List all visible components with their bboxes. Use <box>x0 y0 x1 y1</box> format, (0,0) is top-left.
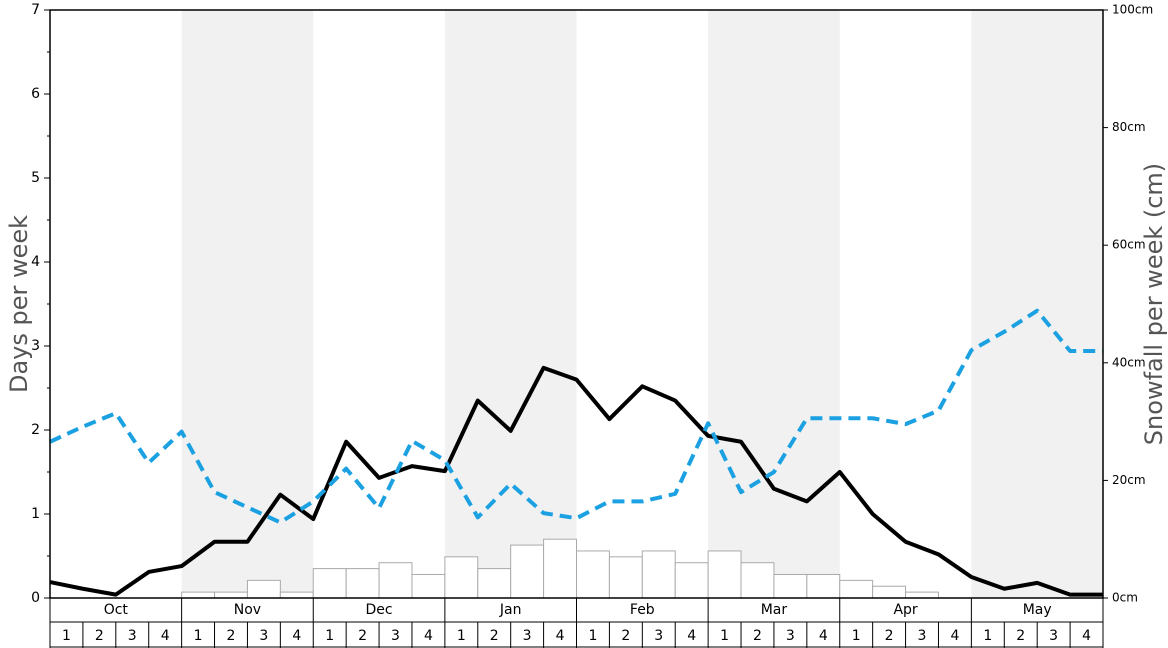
month-label: Dec <box>366 602 393 618</box>
snow-bar <box>345 568 380 599</box>
month-label: Nov <box>234 602 261 618</box>
snow-bar <box>510 544 545 599</box>
week-label: 1 <box>457 628 466 644</box>
month-band <box>444 10 577 598</box>
snow-bar <box>246 579 281 599</box>
y-tick-label: 4 <box>31 254 40 270</box>
week-label: 2 <box>490 628 499 644</box>
snow-bar <box>378 562 413 599</box>
month-label: Oct <box>104 602 129 618</box>
week-label: 4 <box>819 628 828 644</box>
month-label: Apr <box>893 602 917 618</box>
y-tick-label: 5 <box>31 170 40 186</box>
week-label: 4 <box>556 628 565 644</box>
y-tick-label: 0 <box>31 590 40 606</box>
week-label: 2 <box>885 628 894 644</box>
y2-axis-label: Snowfall per week (cm) <box>1140 163 1168 445</box>
week-label: 4 <box>950 628 959 644</box>
snow-bar <box>905 591 939 599</box>
month-label: May <box>1023 602 1052 618</box>
month-band <box>971 10 1103 598</box>
week-label: 3 <box>786 628 795 644</box>
week-label: 2 <box>358 628 367 644</box>
y2-tick-label: 100cm <box>1112 3 1153 17</box>
week-label: 2 <box>95 628 104 644</box>
snow-bar <box>740 562 775 599</box>
snow-bar <box>806 573 841 599</box>
week-label: 2 <box>753 628 762 644</box>
snow-bar <box>872 585 907 599</box>
snow-bar <box>444 556 479 599</box>
week-label: 3 <box>391 628 400 644</box>
week-label: 1 <box>588 628 597 644</box>
week-label: 1 <box>325 628 334 644</box>
week-label: 1 <box>194 628 203 644</box>
week-label: 4 <box>292 628 301 644</box>
month-label: Feb <box>630 602 655 618</box>
week-label: 3 <box>259 628 268 644</box>
snow-bar <box>576 550 610 599</box>
snow-bar <box>707 550 742 599</box>
y2-tick-label: 80cm <box>1112 120 1146 134</box>
snow-bar <box>674 562 709 599</box>
y-tick-label: 7 <box>31 2 40 18</box>
snow-bar <box>543 538 577 599</box>
week-label: 3 <box>523 628 532 644</box>
week-label: 1 <box>852 628 861 644</box>
week-label: 4 <box>1082 628 1091 644</box>
snow-bar <box>477 568 512 599</box>
month-label: Mar <box>761 602 788 618</box>
y-tick-label: 1 <box>31 506 40 522</box>
week-label: 3 <box>918 628 927 644</box>
week-label: 3 <box>654 628 663 644</box>
y2-tick-label: 0cm <box>1112 591 1138 605</box>
snow-bar <box>608 556 643 599</box>
week-label: 2 <box>1016 628 1025 644</box>
week-label: 3 <box>128 628 137 644</box>
week-label: 3 <box>1049 628 1058 644</box>
week-label: 1 <box>62 628 71 644</box>
line-series <box>49 308 1103 525</box>
y-tick-label: 6 <box>31 86 40 102</box>
snow-bar <box>411 573 446 599</box>
snow-bar <box>312 568 347 599</box>
month-band <box>708 10 840 598</box>
month-label: Jan <box>499 602 522 618</box>
week-label: 1 <box>720 628 729 644</box>
y2-tick-label: 20cm <box>1112 473 1146 487</box>
y2-tick-label: 60cm <box>1112 238 1146 252</box>
y-axis-label: Days per week <box>5 215 33 393</box>
month-band <box>181 10 314 598</box>
week-label: 1 <box>983 628 992 644</box>
snow-bar <box>839 579 874 599</box>
snow-bar <box>773 573 808 599</box>
line-series <box>49 365 1103 597</box>
snow-bar <box>181 591 216 599</box>
y-tick-label: 2 <box>31 422 40 438</box>
snow-bar <box>641 550 676 599</box>
week-label: 4 <box>424 628 433 644</box>
y-tick-label: 3 <box>31 338 40 354</box>
snow-bar <box>279 591 314 599</box>
week-label: 2 <box>227 628 236 644</box>
week-label: 4 <box>161 628 170 644</box>
week-label: 4 <box>687 628 696 644</box>
y2-tick-label: 40cm <box>1112 355 1146 369</box>
snow-bar <box>214 591 248 599</box>
week-label: 2 <box>621 628 630 644</box>
